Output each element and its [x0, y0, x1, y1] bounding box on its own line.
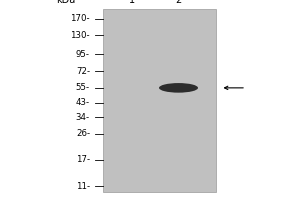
Text: 170-: 170- — [70, 14, 90, 23]
Text: 26-: 26- — [76, 129, 90, 138]
Ellipse shape — [159, 83, 198, 93]
Text: 72-: 72- — [76, 67, 90, 76]
Text: 55-: 55- — [76, 83, 90, 92]
Text: 17-: 17- — [76, 155, 90, 164]
Text: 34-: 34- — [76, 113, 90, 122]
Text: 95-: 95- — [76, 50, 90, 59]
Text: 130-: 130- — [70, 31, 90, 40]
Text: 2: 2 — [176, 0, 182, 5]
Text: kDa: kDa — [56, 0, 76, 5]
Bar — [103, 9, 216, 192]
Text: 1: 1 — [129, 0, 135, 5]
Text: 11-: 11- — [76, 182, 90, 191]
Text: 43-: 43- — [76, 98, 90, 107]
